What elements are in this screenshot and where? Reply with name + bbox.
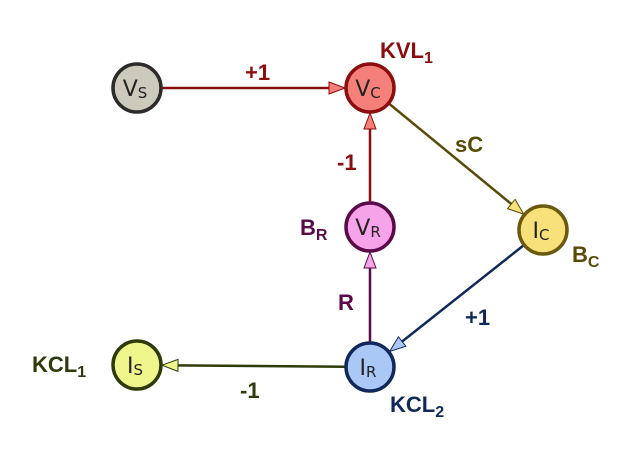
node-label: VS	[123, 77, 148, 102]
node-tag-main: B	[572, 242, 588, 267]
node-label-main: I	[360, 356, 367, 381]
node-label-sub: R	[366, 363, 376, 381]
edge-gain-label: -1	[240, 378, 260, 403]
arrowhead-icon	[363, 250, 377, 269]
node-tag-sub: C	[588, 254, 600, 271]
node-circle	[344, 62, 396, 114]
node-label: IR	[360, 356, 377, 381]
arrowhead-icon	[328, 81, 347, 95]
edge-ir-is: -1	[160, 358, 347, 403]
edge-vc-ic: sC	[387, 102, 525, 216]
node-tag-main: B	[300, 215, 316, 240]
node-label-main: I	[533, 219, 540, 244]
edge-line	[175, 364, 347, 369]
edge-gain-label: +1	[245, 60, 270, 85]
arrowhead-icon	[506, 198, 525, 216]
edge-ir-vr: R	[338, 250, 377, 343]
edge-gain-label: +1	[465, 305, 490, 330]
node-tag: BC	[572, 242, 600, 271]
node-label-main: V	[355, 216, 370, 241]
node-circle	[111, 339, 163, 391]
edge-vs-vc: +1	[161, 60, 347, 95]
node-vs: VS	[111, 62, 163, 114]
node-label-main: V	[355, 77, 370, 102]
arrowhead-icon	[388, 335, 407, 353]
node-tag-main: KCL	[390, 392, 435, 417]
node-is: IS KCL1	[32, 339, 163, 391]
node-label: VC	[355, 77, 381, 102]
node-tag-sub: 1	[77, 364, 86, 381]
node-tag: KCL1	[32, 352, 86, 381]
node-tag: KVL1	[380, 38, 433, 67]
node-label-main: I	[127, 354, 134, 379]
node-ir: IR KCL2	[344, 341, 444, 421]
node-tag: BR	[300, 215, 328, 244]
arrowhead-icon	[363, 111, 377, 130]
edge-vr-vc: -1	[337, 111, 377, 203]
node-tag-main: KVL	[380, 38, 424, 63]
node-label-sub: C	[370, 84, 380, 102]
node-label-sub: S	[133, 361, 143, 379]
node-label: IC	[533, 219, 550, 244]
edge-line	[399, 243, 525, 344]
edge-gain-label: -1	[337, 150, 357, 175]
node-label: IS	[127, 354, 143, 379]
node-label-sub: S	[138, 84, 148, 102]
node-tag-sub: R	[316, 227, 328, 244]
node-tag: KCL2	[390, 392, 444, 421]
edge-line	[387, 102, 514, 207]
edge-gain-label: R	[338, 290, 354, 315]
arrowhead-icon	[160, 358, 179, 373]
node-tag-sub: 2	[435, 404, 444, 421]
node-label-sub: C	[539, 226, 549, 244]
node-tag-main: KCL	[32, 352, 77, 377]
node-circle	[111, 62, 163, 114]
node-label-sub: R	[370, 223, 380, 241]
node-circle	[344, 341, 396, 393]
edge-gain-label: sC	[455, 132, 483, 157]
edge-ic-ir: +1	[388, 243, 525, 353]
node-circle	[344, 201, 396, 253]
node-circle	[517, 204, 569, 256]
node-label-main: V	[123, 77, 138, 102]
node-tag-sub: 1	[424, 50, 433, 67]
node-label: VR	[355, 216, 381, 241]
